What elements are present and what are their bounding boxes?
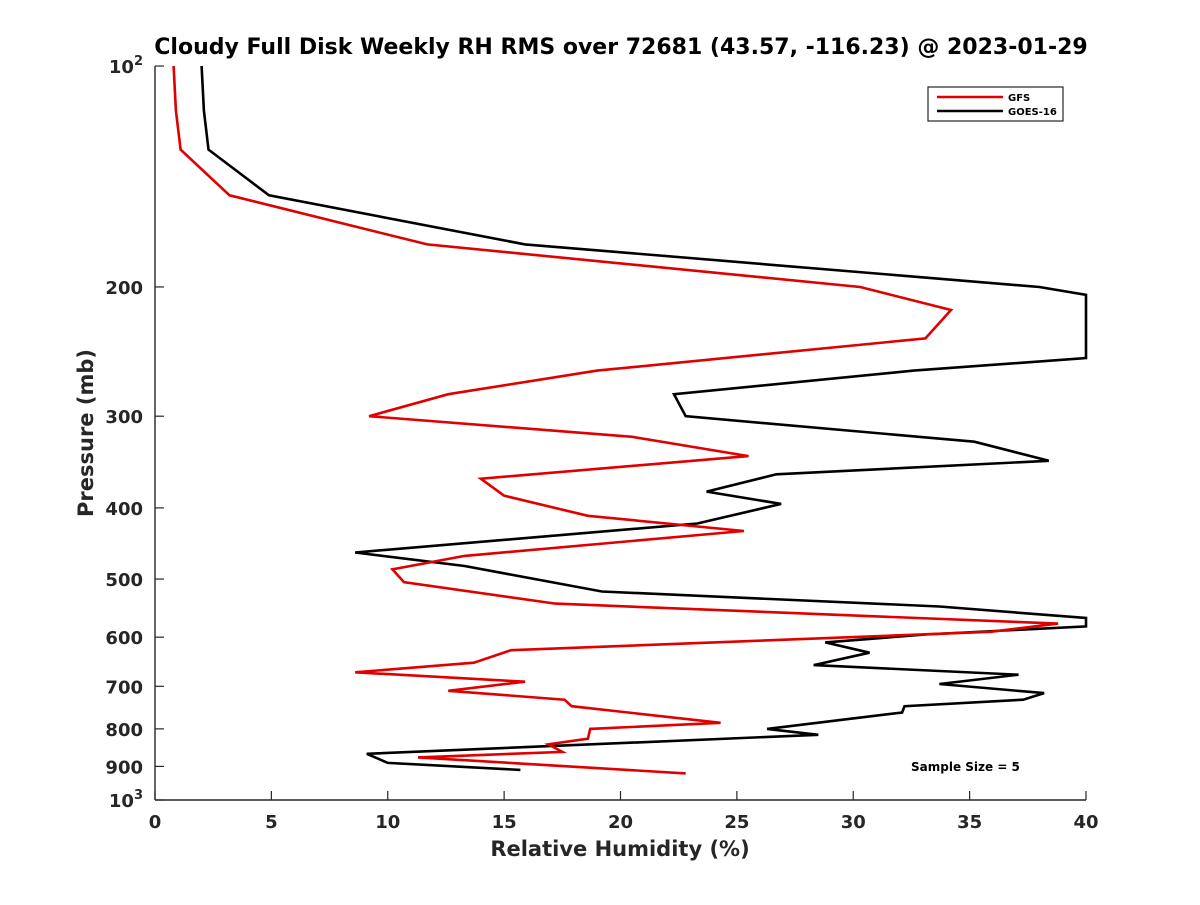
- x-tick-label: 10: [375, 812, 400, 833]
- x-axis-ticks: 0 5 10 15 20 25 30 35 40: [149, 791, 1099, 833]
- y-axis-label: Pressure (mb): [74, 349, 98, 517]
- y-tick-label-base: 10: [109, 791, 134, 812]
- y-tick-label-base: 10: [109, 57, 134, 78]
- y-tick-label: 500: [105, 570, 143, 591]
- y-tick-label: 600: [105, 628, 143, 649]
- x-tick-label: 15: [492, 812, 517, 833]
- y-tick-label: 102: [109, 54, 143, 78]
- plot-area: [155, 66, 1086, 800]
- series-layer: [172, 65, 1088, 775]
- sample-size-annotation: Sample Size = 5: [911, 760, 1020, 774]
- y-tick-label: 900: [105, 757, 143, 778]
- legend-gfs-label: GFS: [1008, 93, 1030, 104]
- legend-box: [927, 86, 1064, 122]
- x-tick-label: 0: [149, 812, 162, 833]
- series-line-gfs: [172, 65, 1059, 775]
- series-line-goes-16: [200, 65, 1088, 772]
- chart-title: Cloudy Full Disk Weekly RH RMS over 7268…: [154, 35, 1087, 60]
- y-tick-label: 300: [105, 407, 143, 428]
- x-axis-label: Relative Humidity (%): [490, 837, 749, 861]
- y-tick-label: 400: [105, 499, 143, 520]
- y-tick-label-exponent: 3: [134, 788, 143, 803]
- x-tick-label: 5: [265, 812, 278, 833]
- y-tick-label: 200: [105, 278, 143, 299]
- legend-goes-16-label: GOES-16: [1008, 107, 1057, 118]
- x-tick-label: 20: [608, 812, 633, 833]
- y-tick-label: 103: [109, 788, 143, 812]
- y-tick-label: 800: [105, 720, 143, 741]
- legend: GFS GOES-16: [927, 86, 1064, 122]
- x-tick-label: 25: [724, 812, 749, 833]
- x-tick-label: 40: [1073, 812, 1098, 833]
- x-tick-label: 30: [841, 812, 866, 833]
- x-tick-label: 35: [957, 812, 982, 833]
- y-tick-label: 700: [105, 677, 143, 698]
- y-tick-label-exponent: 2: [134, 54, 143, 69]
